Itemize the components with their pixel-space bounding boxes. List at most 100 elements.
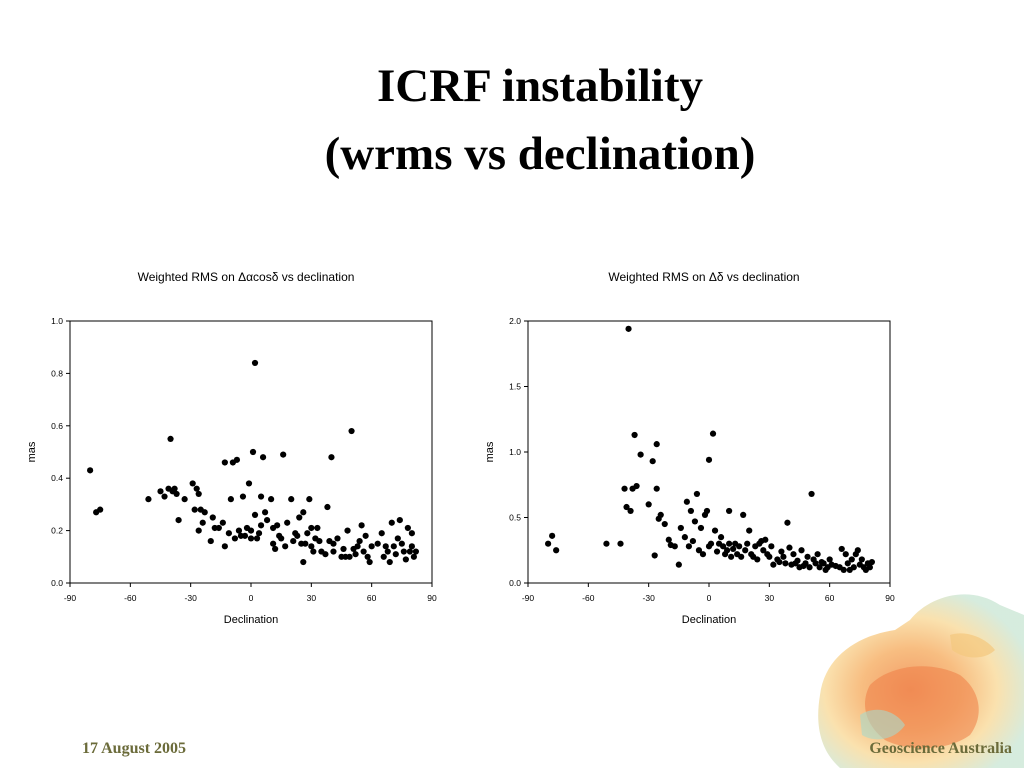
scatter-point xyxy=(868,558,875,566)
y-tick-label: 0.0 xyxy=(51,578,63,588)
scatter-point xyxy=(199,519,206,526)
scatter-point xyxy=(380,553,387,560)
scatter-point xyxy=(814,551,821,558)
x-tick-label: 0 xyxy=(249,593,254,603)
y-tick-label: 1.0 xyxy=(51,316,63,326)
scatter-point xyxy=(157,488,164,495)
scatter-point xyxy=(408,543,415,550)
scatter-point xyxy=(677,524,684,532)
x-tick-label: 30 xyxy=(765,593,775,603)
scatter-point xyxy=(742,547,749,554)
scatter-point xyxy=(378,530,385,537)
scatter-point xyxy=(368,543,375,550)
scatter-point xyxy=(364,553,371,560)
scatter-point xyxy=(209,514,216,521)
x-tick-label: -60 xyxy=(124,593,137,603)
scatter-point xyxy=(195,527,202,534)
x-axis-label: Declination xyxy=(682,614,736,626)
scatter-point xyxy=(738,553,745,560)
scatter-point xyxy=(412,548,420,555)
scatter-point xyxy=(239,493,247,500)
scatter-point xyxy=(790,551,797,558)
scatter-point xyxy=(330,540,337,547)
scatter-point xyxy=(167,435,174,442)
x-axis-label: Declination xyxy=(224,614,278,626)
scatter-point xyxy=(724,547,731,554)
scatter-point xyxy=(653,441,660,448)
scatter-point xyxy=(661,520,668,528)
scatter-point xyxy=(645,501,652,508)
scatter-point xyxy=(366,558,373,566)
footer-brand: Geoscience Australia xyxy=(869,740,1012,757)
scatter-point xyxy=(241,532,249,539)
scatter-point xyxy=(794,557,801,564)
scatter-point xyxy=(201,509,208,516)
scatter-point xyxy=(382,543,389,550)
scatter-point xyxy=(812,560,819,567)
x-tick-label: -90 xyxy=(522,593,535,603)
scatter-point xyxy=(675,561,682,568)
scatter-point xyxy=(685,543,692,550)
scatter-point xyxy=(97,506,104,513)
scatter-point xyxy=(145,496,152,503)
scatter-point xyxy=(356,537,363,545)
scatter-point xyxy=(768,543,775,550)
slide-title: ICRF instability (wrms vs declination) xyxy=(0,52,1024,188)
scatter-point xyxy=(189,480,196,487)
scatter-point xyxy=(358,522,365,529)
scatter-point xyxy=(699,551,707,558)
scatter-point xyxy=(633,482,640,490)
scatter-point xyxy=(806,564,813,571)
scatter-point xyxy=(235,527,243,534)
scatter-point xyxy=(754,556,761,563)
scatter-point xyxy=(181,496,188,503)
scatter-point xyxy=(308,524,315,532)
scatter-point xyxy=(346,553,353,560)
scatter-point xyxy=(390,543,397,550)
scatter-point xyxy=(300,509,307,516)
scatter-point xyxy=(328,454,335,461)
scatter-point xyxy=(261,509,269,516)
scatter-point xyxy=(352,551,359,558)
scatter-point xyxy=(808,490,815,498)
scatter-point xyxy=(255,530,263,537)
scatter-point xyxy=(227,496,234,503)
scatter-point xyxy=(766,553,773,560)
scatter-point xyxy=(848,556,855,563)
x-tick-label: -30 xyxy=(643,593,656,603)
scatter-point xyxy=(388,519,395,526)
scatter-point xyxy=(314,524,321,532)
scatter-point xyxy=(268,496,275,503)
scatter-point xyxy=(784,519,791,526)
x-tick-label: 60 xyxy=(825,593,835,603)
scatter-point xyxy=(394,535,401,542)
scatter-point xyxy=(278,535,285,542)
scatter-point xyxy=(195,490,202,498)
scatter-point xyxy=(687,507,694,515)
scatter-point xyxy=(637,451,644,458)
scatter-point xyxy=(760,547,767,554)
scatter-point xyxy=(651,552,658,559)
scatter-point xyxy=(282,543,289,550)
scatter-point xyxy=(623,503,630,511)
x-tick-label: 60 xyxy=(367,593,377,603)
chart-title: Weighted RMS on Δδ vs declination xyxy=(608,270,799,284)
scatter-point xyxy=(838,545,845,553)
scatter-point xyxy=(175,517,182,524)
scatter-point xyxy=(866,564,873,571)
scatter-point xyxy=(693,490,701,498)
chart-dec-wrms: Weighted RMS on Δδ vs declination 0.0 0.5 1… xyxy=(478,262,918,632)
scatter-point xyxy=(398,540,405,547)
scatter-point xyxy=(780,553,787,560)
scatter-point xyxy=(360,548,367,555)
scatter-point xyxy=(689,537,697,545)
scatter-point xyxy=(384,548,391,555)
scatter-point xyxy=(257,522,265,529)
australia-map-logo xyxy=(818,575,1024,768)
scatter-point xyxy=(697,524,705,532)
scatter-point xyxy=(247,535,255,542)
scatter-point xyxy=(802,560,809,567)
x-tick-label: -30 xyxy=(185,593,198,603)
y-tick-label: 0.2 xyxy=(51,526,63,536)
scatter-point xyxy=(744,540,751,547)
